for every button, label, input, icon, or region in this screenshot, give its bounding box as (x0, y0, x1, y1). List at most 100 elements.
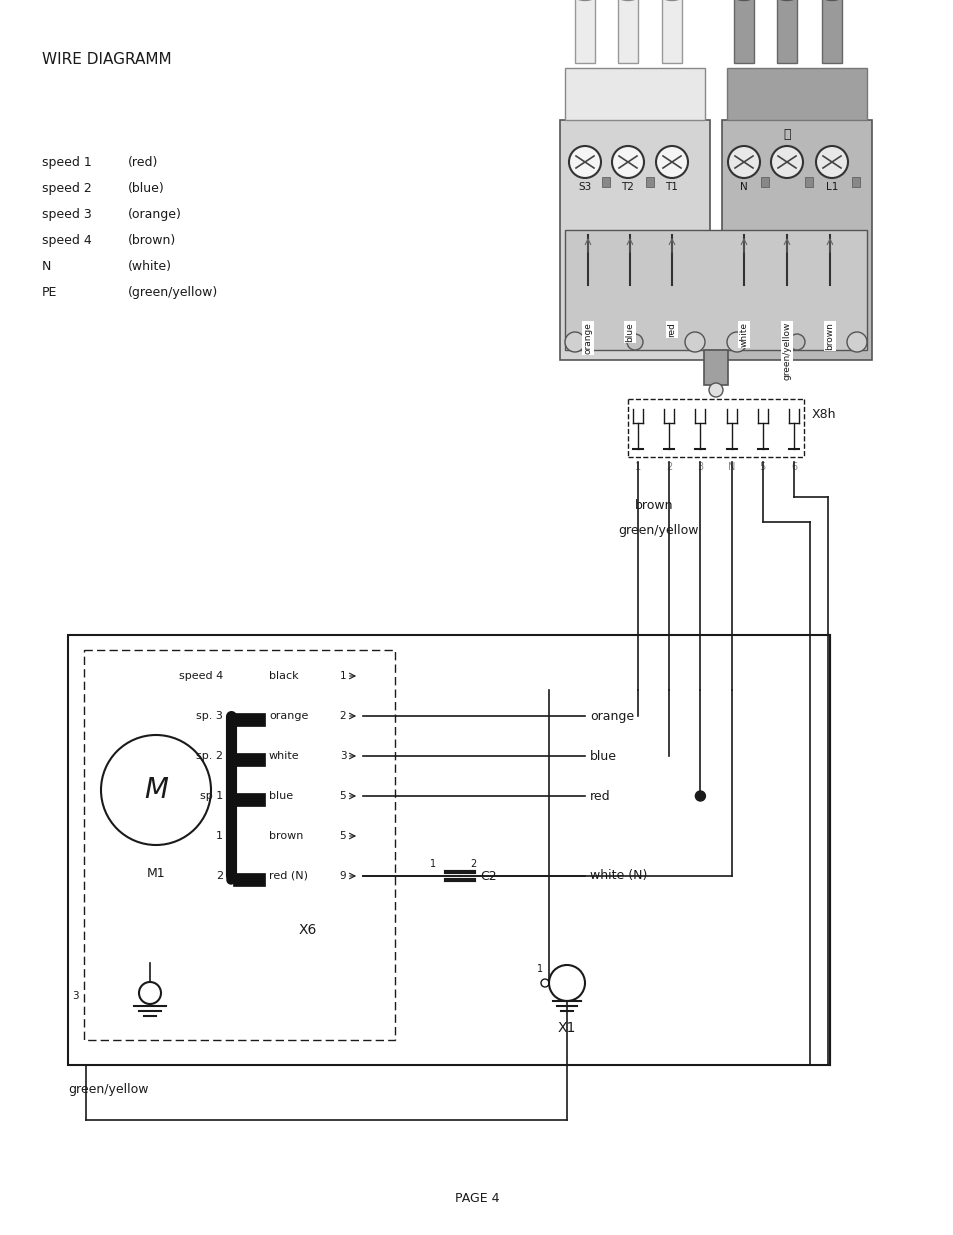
Text: X1: X1 (558, 1021, 576, 1035)
Text: speed 1: speed 1 (42, 156, 91, 168)
Text: ⏚: ⏚ (782, 128, 790, 141)
Text: blue: blue (625, 322, 634, 342)
Text: speed 2: speed 2 (42, 182, 91, 194)
Text: X8h: X8h (811, 408, 836, 420)
Text: (orange): (orange) (128, 207, 182, 221)
Text: blue: blue (589, 750, 617, 762)
Text: WIRE DIAGRAMM: WIRE DIAGRAMM (42, 52, 172, 67)
Text: red: red (589, 789, 610, 803)
Bar (804, 177, 813, 186)
Polygon shape (703, 350, 727, 385)
Polygon shape (559, 120, 709, 359)
Circle shape (770, 146, 802, 178)
Text: white (N): white (N) (589, 869, 647, 883)
Text: black: black (269, 671, 298, 680)
Text: PAGE 4: PAGE 4 (455, 1192, 498, 1205)
Circle shape (656, 146, 687, 178)
Polygon shape (564, 68, 704, 120)
Text: 5: 5 (339, 831, 346, 841)
Circle shape (227, 716, 234, 724)
Text: 5: 5 (759, 462, 765, 472)
Circle shape (568, 146, 600, 178)
Text: (white): (white) (128, 259, 172, 273)
Circle shape (695, 790, 704, 802)
Text: brown: brown (824, 322, 834, 350)
Text: 9: 9 (339, 871, 346, 881)
Text: 2: 2 (215, 871, 223, 881)
Text: 3: 3 (339, 751, 346, 761)
Polygon shape (776, 0, 796, 63)
Polygon shape (726, 68, 866, 120)
Text: (green/yellow): (green/yellow) (128, 285, 218, 299)
Circle shape (626, 333, 642, 350)
Text: 6: 6 (790, 462, 796, 472)
Text: 5: 5 (339, 790, 346, 802)
Text: 2: 2 (470, 860, 476, 869)
Text: blue: blue (269, 790, 293, 802)
Text: orange: orange (269, 711, 308, 721)
Circle shape (788, 333, 804, 350)
Text: green/yellow: green/yellow (618, 524, 698, 536)
Polygon shape (575, 0, 595, 63)
Bar (602, 177, 610, 186)
Text: 3: 3 (71, 990, 78, 1002)
Circle shape (684, 332, 704, 352)
Bar (645, 177, 654, 186)
Text: orange: orange (583, 322, 592, 354)
Text: 2: 2 (665, 462, 672, 472)
Text: white: white (269, 751, 299, 761)
Circle shape (726, 332, 746, 352)
Circle shape (227, 797, 234, 804)
Bar (760, 177, 769, 186)
Text: N: N (740, 182, 747, 191)
Text: 1: 1 (339, 671, 346, 680)
Polygon shape (721, 120, 871, 359)
Bar (233, 713, 265, 726)
Text: 1: 1 (635, 462, 640, 472)
Text: 1: 1 (430, 860, 436, 869)
Text: C2: C2 (479, 869, 497, 883)
Circle shape (227, 756, 234, 764)
Text: speed 3: speed 3 (42, 207, 91, 221)
Text: (brown): (brown) (128, 233, 176, 247)
Circle shape (708, 383, 722, 396)
Text: (red): (red) (128, 156, 158, 168)
Text: brown: brown (635, 499, 673, 511)
Text: T2: T2 (621, 182, 634, 191)
Bar (233, 753, 265, 766)
Text: PE: PE (42, 285, 57, 299)
Text: red (N): red (N) (269, 871, 308, 881)
Text: 1: 1 (215, 831, 223, 841)
Text: X6: X6 (298, 923, 316, 937)
Text: M1: M1 (147, 867, 165, 881)
Text: red: red (667, 322, 676, 337)
Circle shape (815, 146, 847, 178)
Polygon shape (821, 0, 841, 63)
Text: N: N (42, 259, 51, 273)
Circle shape (564, 332, 584, 352)
Circle shape (846, 332, 866, 352)
Text: speed 4: speed 4 (42, 233, 91, 247)
Polygon shape (564, 230, 866, 350)
Text: sp. 2: sp. 2 (195, 751, 223, 761)
Polygon shape (618, 0, 638, 63)
Circle shape (612, 146, 643, 178)
Polygon shape (733, 0, 753, 63)
Text: sp. 3: sp. 3 (196, 711, 223, 721)
Polygon shape (661, 0, 681, 63)
Text: 2: 2 (339, 711, 346, 721)
Circle shape (727, 146, 760, 178)
Circle shape (227, 876, 234, 884)
Text: L1: L1 (825, 182, 838, 191)
Text: 3: 3 (697, 462, 702, 472)
Bar (233, 873, 265, 885)
Bar (851, 177, 859, 186)
Text: T1: T1 (665, 182, 678, 191)
Text: brown: brown (269, 831, 303, 841)
Text: green/yellow: green/yellow (781, 322, 791, 380)
Text: (blue): (blue) (128, 182, 165, 194)
Text: N: N (727, 462, 735, 472)
Text: M: M (144, 776, 168, 804)
Text: S3: S3 (578, 182, 591, 191)
Text: speed 4: speed 4 (178, 671, 223, 680)
